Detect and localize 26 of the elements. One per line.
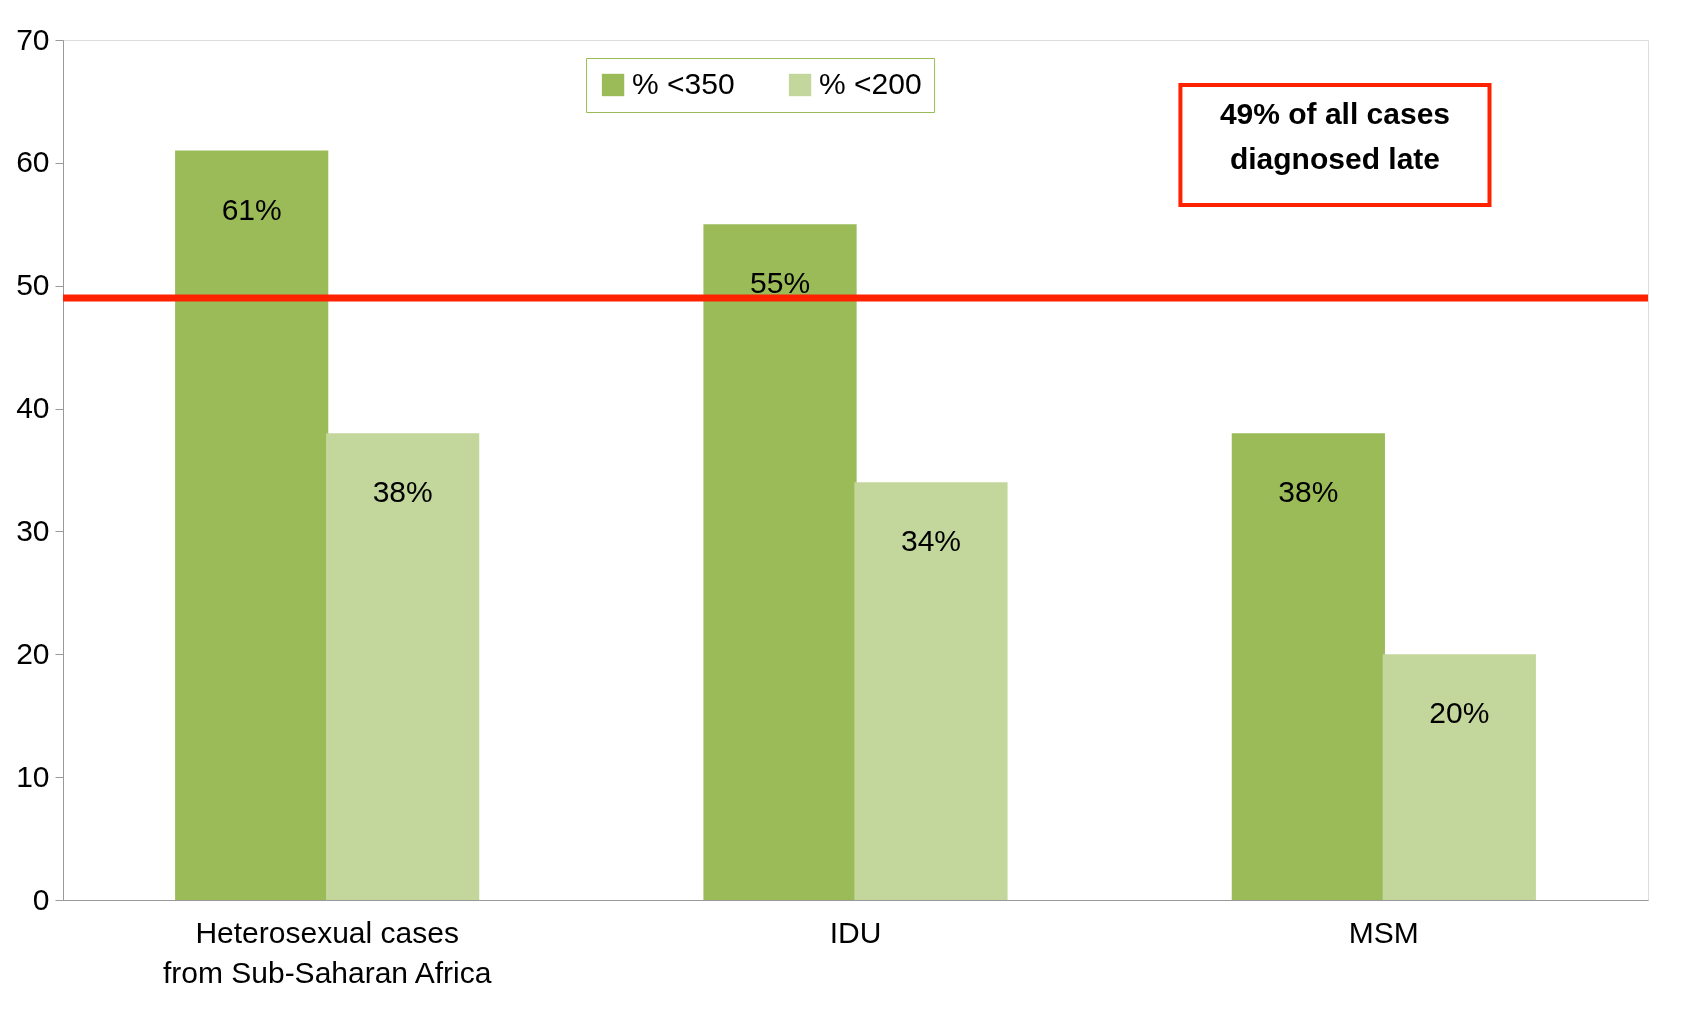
data-label: 20% [1429, 696, 1490, 730]
y-tick-label: 50 [16, 268, 50, 302]
y-tick-label: 10 [16, 759, 50, 793]
data-label: 34% [900, 524, 961, 558]
data-label: 55% [750, 266, 811, 300]
bar [1231, 433, 1385, 900]
y-tick-label: 60 [16, 145, 50, 179]
x-tick-label: IDU [829, 915, 882, 949]
x-tick-label: Heterosexual cases from Sub-Saharan Africa [162, 915, 492, 989]
data-label: 38% [1278, 475, 1339, 509]
x-tick-label: MSM [1348, 915, 1419, 949]
y-tick-label: 70 [16, 22, 50, 56]
data-label: 38% [372, 475, 433, 509]
y-tick-label: 20 [16, 636, 50, 670]
legend-label: % <350 [632, 67, 735, 100]
y-tick-label: 30 [16, 513, 50, 547]
annotation: 49% of all cases diagnosed late [1219, 97, 1451, 175]
bar [703, 224, 857, 900]
bar [1382, 654, 1536, 900]
bar [854, 482, 1008, 900]
legend-label: % <200 [819, 67, 922, 100]
bar [175, 150, 329, 900]
data-label: 61% [221, 192, 282, 226]
y-tick-label: 40 [16, 391, 50, 425]
bar [326, 433, 480, 900]
y-tick-label: 0 [32, 882, 50, 916]
